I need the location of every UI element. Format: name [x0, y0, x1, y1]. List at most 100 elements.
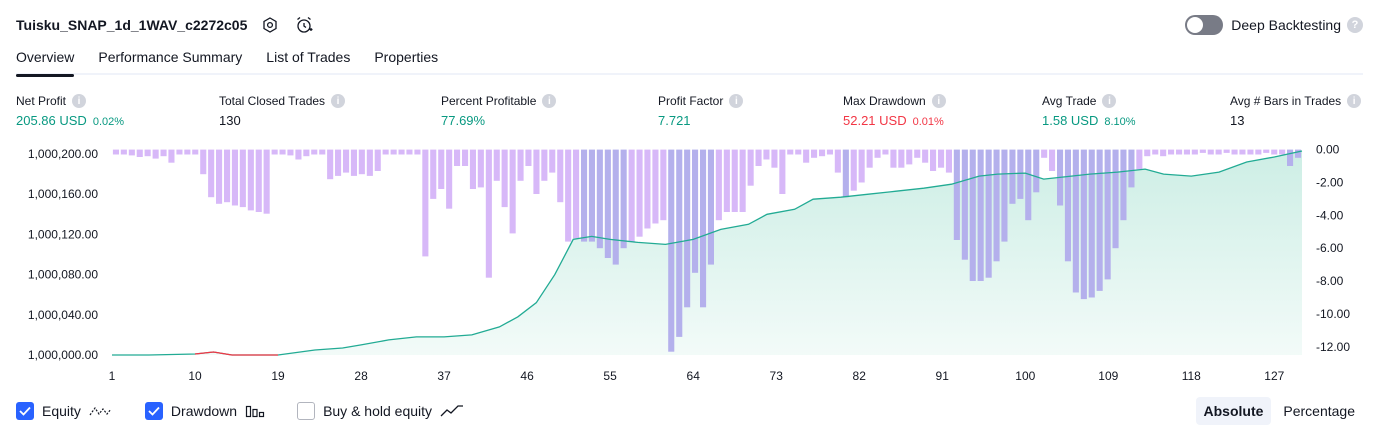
help-icon[interactable]: ?: [1347, 17, 1363, 33]
drawdown-bar: [1160, 149, 1167, 157]
drawdown-bar: [1199, 149, 1206, 153]
drawdown-bar: [1176, 149, 1183, 155]
legend-label: Drawdown: [170, 403, 238, 419]
drawdown-checkbox[interactable]: [144, 402, 163, 420]
drawdown-bar: [541, 149, 548, 181]
metric-value: 52.21 USD: [843, 113, 907, 128]
metric-label: Total Closed Trades: [219, 94, 326, 108]
strategy-header: Tuisku_SNAP_1d_1WAV_c2272c05: [16, 12, 315, 38]
metric-label: Avg # Bars in Trades: [1230, 94, 1342, 108]
drawdown-bar: [890, 149, 897, 168]
deep-backtesting-label: Deep Backtesting: [1231, 17, 1341, 33]
right-axis-tick: 0.00: [1316, 143, 1340, 157]
info-icon[interactable]: i: [72, 94, 87, 108]
legend-equity[interactable]: Equity: [16, 402, 113, 420]
alarm-add-icon[interactable]: [293, 14, 315, 36]
drawdown-bar: [414, 149, 421, 155]
info-icon[interactable]: i: [542, 94, 557, 108]
metric-percent: 8.10%: [1104, 116, 1136, 128]
metric-value: 77.69%: [441, 113, 486, 128]
drawdown-bar: [192, 149, 199, 155]
left-axis-tick: 1,000,040.00: [28, 308, 98, 322]
drawdown-bar: [128, 149, 135, 156]
legend-label: Equity: [42, 403, 81, 419]
deep-backtesting-toggle[interactable]: [1185, 15, 1224, 35]
drawdown-bar: [652, 149, 659, 224]
chart-legend: Equity Drawdown Buy & hold equity: [16, 400, 496, 422]
drawdown-bar: [1088, 149, 1095, 298]
drawdown-bar: [1104, 149, 1111, 280]
drawdown-bar: [969, 149, 976, 281]
info-icon[interactable]: i: [931, 94, 946, 108]
metric-avg-bars-in-trades: Avg # Bars in Trades i 13: [1230, 93, 1362, 130]
drawdown-bar: [858, 149, 865, 183]
drawdown-bar: [533, 149, 540, 194]
metric-avg-trade: Avg Trade i 1.58 USD 8.10%: [1042, 93, 1136, 130]
drawdown-bar: [898, 149, 905, 168]
drawdown-bar: [263, 149, 270, 214]
info-icon[interactable]: i: [729, 94, 744, 108]
drawdown-bar: [1144, 149, 1151, 157]
x-axis-tick: 19: [271, 369, 285, 383]
drawdown-bar: [1263, 149, 1270, 153]
right-axis-tick: -2.00: [1316, 176, 1344, 190]
drawdown-bar: [1191, 149, 1198, 155]
info-icon[interactable]: i: [1102, 94, 1117, 108]
drawdown-bar: [160, 149, 167, 157]
right-axis-tick: -10.00: [1316, 307, 1350, 321]
tab-overview[interactable]: Overview: [16, 46, 75, 77]
drawdown-bar: [184, 149, 191, 155]
drawdown-bar: [1120, 149, 1127, 221]
drawdown-bar: [390, 149, 397, 155]
x-axis-tick: 73: [770, 369, 784, 383]
drawdown-bar: [311, 149, 318, 155]
x-axis-tick: 109: [1098, 369, 1118, 383]
info-icon[interactable]: i: [331, 94, 346, 108]
drawdown-bar: [930, 149, 937, 171]
drawdown-bar: [1041, 149, 1048, 158]
drawdown-bar: [335, 149, 342, 176]
drawdown-bar: [628, 149, 635, 242]
drawdown-bar: [422, 149, 429, 257]
buy-hold-checkbox[interactable]: [297, 402, 316, 420]
drawdown-bar: [866, 149, 873, 168]
drawdown-bar: [501, 149, 508, 208]
legend-buy-hold-equity[interactable]: Buy & hold equity: [297, 402, 464, 420]
left-axis-tick: 1,000,080.00: [28, 268, 98, 282]
metric-net-profit: Net Profit i 205.86 USD 0.02%: [16, 93, 124, 130]
percentage-button[interactable]: Percentage: [1283, 403, 1355, 419]
tab-properties[interactable]: Properties: [374, 49, 439, 65]
metric-percent: 0.02%: [92, 116, 125, 128]
drawdown-bar: [517, 149, 524, 181]
drawdown-bar: [200, 149, 207, 175]
drawdown-bar: [1072, 149, 1079, 293]
toggle-knob: [1187, 17, 1204, 33]
metric-percent: 0.01%: [912, 116, 944, 128]
legend-drawdown[interactable]: Drawdown: [144, 402, 265, 420]
equity-drawdown-chart: 1,000,000.00 1,000,040.00 1,000,080.00 1,00…: [28, 143, 1350, 383]
drawdown-bar: [1168, 149, 1175, 155]
drawdown-bar: [922, 149, 929, 163]
drawdown-bar: [1049, 149, 1056, 171]
drawdown-bar: [231, 149, 238, 206]
tab-performance-summary[interactable]: Performance Summary: [98, 49, 243, 65]
equity-checkbox[interactable]: [16, 402, 34, 420]
tab-list-of-trades[interactable]: List of Trades: [266, 49, 351, 65]
drawdown-bar: [961, 149, 968, 260]
drawdown-bar: [509, 149, 516, 234]
drawdown-bar: [985, 149, 992, 278]
drawdown-bar: [620, 149, 627, 249]
metric-label: Max Drawdown: [843, 94, 926, 108]
drawdown-bar: [279, 149, 286, 155]
settings-icon[interactable]: [259, 14, 281, 36]
drawdown-bar: [636, 149, 643, 237]
drawdown-bar: [826, 149, 833, 155]
drawdown-bar: [1080, 149, 1087, 300]
drawdown-bar: [739, 149, 746, 212]
drawdown-bar: [771, 149, 778, 168]
drawdown-bar: [469, 149, 476, 189]
metric-label: Profit Factor: [658, 94, 724, 108]
left-axis-tick: 1,000,160.00: [28, 187, 98, 201]
info-icon[interactable]: i: [1347, 94, 1362, 108]
absolute-button[interactable]: Absolute: [1195, 397, 1272, 425]
